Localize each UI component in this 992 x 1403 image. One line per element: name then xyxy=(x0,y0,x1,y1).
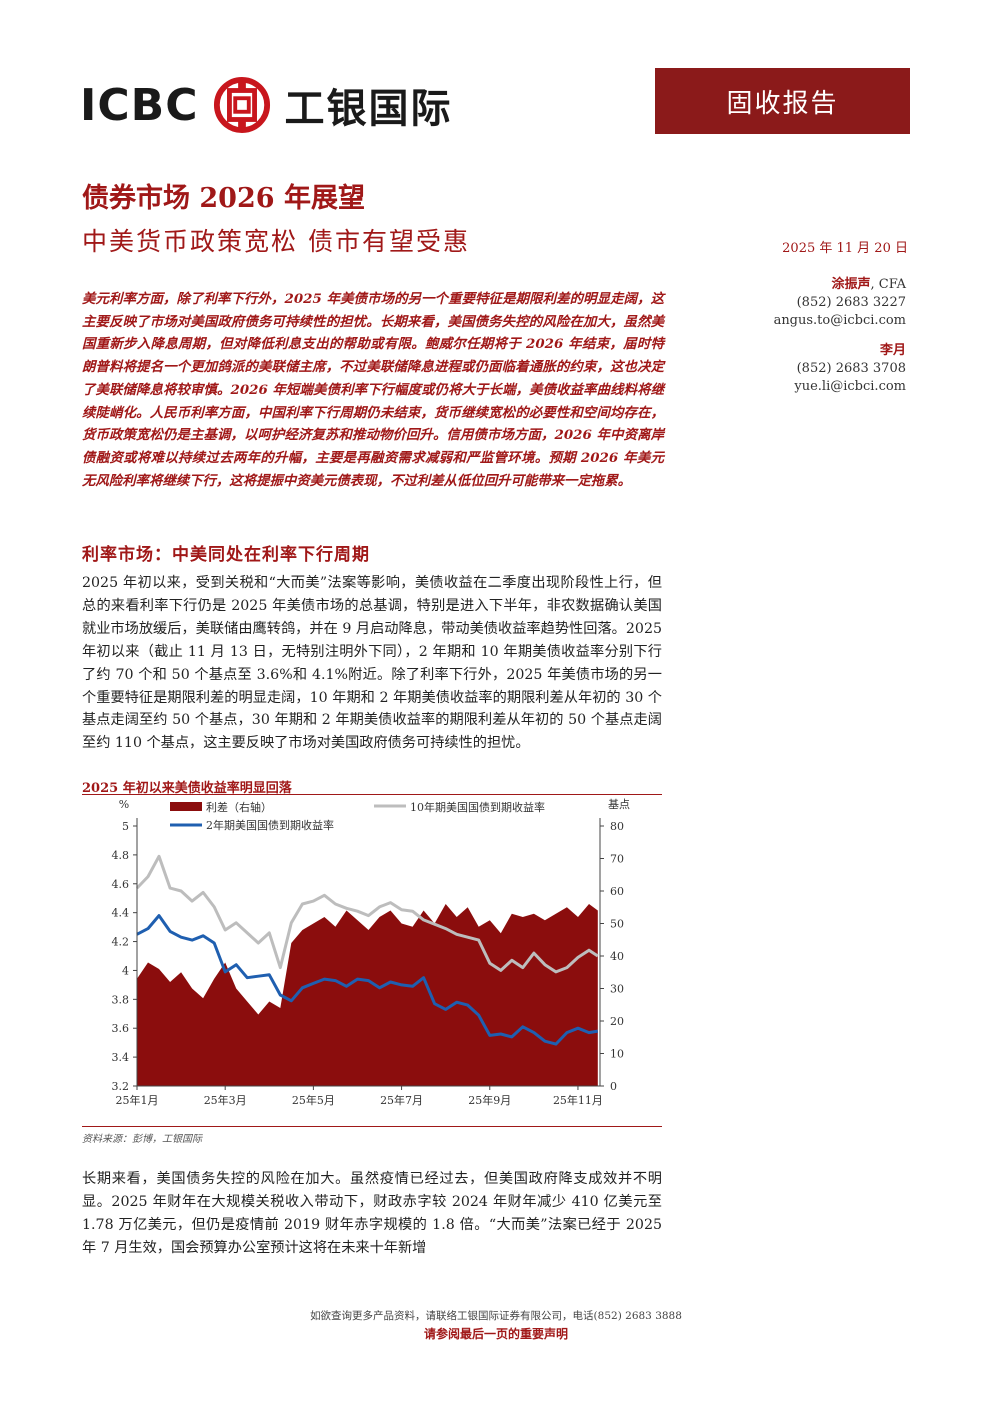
logo-en: ICBC xyxy=(80,79,199,131)
series-spread-area xyxy=(137,904,598,1086)
legend-label-spread: 利差（右轴） xyxy=(206,800,272,814)
right-tick-label: 10 xyxy=(610,1048,624,1061)
logo-cn: 工银国际 xyxy=(284,86,453,132)
chart-source: 资料来源：彭博，工银国际 xyxy=(82,1134,202,1145)
right-tick-label: 20 xyxy=(610,1015,624,1028)
report-type-badge: 固收报告 xyxy=(655,68,910,134)
source-rule xyxy=(82,1126,662,1127)
body-paragraph: 2025 年初以来，受到关税和“大而美”法案等影响，美债收益在二季度出现阶段性上… xyxy=(82,575,662,752)
x-tick-label: 25年7月 xyxy=(380,1093,423,1107)
series-2y-line xyxy=(136,914,599,1046)
series-10y-line xyxy=(135,854,599,974)
left-tick-label: 4.2 xyxy=(112,936,130,949)
left-tick-label: 4.4 xyxy=(112,907,130,920)
right-tick-label: 50 xyxy=(610,918,624,931)
x-tick-label: 25年11月 xyxy=(553,1093,603,1107)
left-tick-label: 5 xyxy=(122,820,129,833)
left-tick-label: 4.6 xyxy=(112,878,130,891)
summary-text: 美元利率方面，除了利率下行外，2025 年美债市场的另一个重要特征是期限利差的明… xyxy=(82,291,664,489)
author-name: 李月 xyxy=(879,343,906,358)
author-phone: (852) 2683 3708 xyxy=(796,361,906,376)
chart-title: 2025 年初以来美债收益率明显回落 xyxy=(82,781,292,796)
left-tick-label: 4 xyxy=(122,964,129,977)
right-tick-label: 70 xyxy=(610,853,624,866)
right-tick-label: 40 xyxy=(610,950,624,963)
x-tick-label: 25年5月 xyxy=(292,1093,335,1107)
x-tick-label: 25年3月 xyxy=(204,1093,247,1107)
x-tick-label: 25年9月 xyxy=(468,1093,511,1107)
x-tick-label: 25年1月 xyxy=(116,1093,159,1107)
right-axis-unit: 基点 xyxy=(608,798,630,811)
author-email[interactable]: yue.li@icbci.com xyxy=(794,379,906,394)
author-suffix: , CFA xyxy=(870,277,907,292)
body-paragraph: 长期来看，美国债务失控的风险在加大。虽然疫情已经过去，但美国政府降支成效并不明显… xyxy=(82,1171,662,1256)
author-email[interactable]: angus.to@icbci.com xyxy=(773,313,906,328)
author-1: 涂振声, CFA xyxy=(730,276,906,294)
report-date: 2025 年 11 月 20 日 xyxy=(782,241,908,256)
author-list: 涂振声, CFA (852) 2683 3227 angus.to@icbci.… xyxy=(730,276,906,396)
left-tick-label: 3.4 xyxy=(112,1051,130,1064)
author-name: 涂振声 xyxy=(831,277,871,292)
chart-title-rule xyxy=(82,794,662,795)
right-tick-label: 60 xyxy=(610,885,624,898)
left-tick-label: 3.6 xyxy=(112,1022,130,1035)
author-2: 李月 xyxy=(730,342,906,360)
footer-contact: 如欲查询更多产品资料，请联络工银国际证券有限公司，电话(852) 2683 38… xyxy=(310,1310,682,1322)
legend-swatch-spread xyxy=(170,802,202,811)
right-tick-label: 30 xyxy=(610,983,624,996)
right-tick-label: 0 xyxy=(610,1080,617,1093)
author-phone: (852) 2683 3227 xyxy=(796,295,906,310)
yield-chart: 3.23.43.63.844.24.44.64.8501020304050607… xyxy=(112,798,631,1107)
right-tick-label: 80 xyxy=(610,820,624,833)
left-tick-label: 3.2 xyxy=(112,1080,130,1093)
section-title: 利率市场：中美同处在利率下行周期 xyxy=(82,545,370,565)
left-tick-label: 3.8 xyxy=(112,993,130,1006)
left-tick-label: 4.8 xyxy=(112,849,130,862)
footer-disclaimer-note[interactable]: 请参阅最后一页的重要声明 xyxy=(423,1327,568,1341)
page-title: 债券市场 2026 年展望 xyxy=(82,183,365,214)
legend-label-2y: 2年期美国国债到期收益率 xyxy=(206,818,334,832)
legend-label-10y: 10年期美国国债到期收益率 xyxy=(410,800,545,814)
page-subtitle: 中美货币政策宽松 债市有望受惠 xyxy=(82,227,470,256)
icbc-seal-icon xyxy=(213,76,270,134)
left-axis-unit: % xyxy=(119,798,129,811)
icbc-logo: ICBC 工银国际 xyxy=(80,70,453,140)
